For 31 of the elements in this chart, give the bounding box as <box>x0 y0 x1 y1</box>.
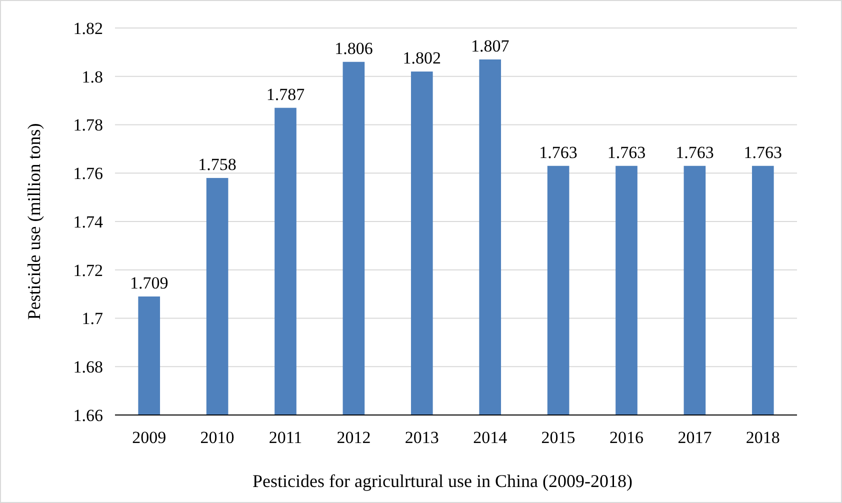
x-axis-title: Pesticides for agriculrtural use in China (2009-2018) <box>252 471 632 491</box>
data-label: 1.763 <box>539 142 578 162</box>
y-tick-label: 1.7 <box>82 309 104 328</box>
x-tick-label: 2013 <box>404 428 439 447</box>
data-label: 1.763 <box>676 142 714 162</box>
y-tick-label: 1.8 <box>82 67 103 86</box>
data-label: 1.763 <box>607 142 646 162</box>
x-tick-label: 2009 <box>132 428 166 447</box>
x-tick-label: 2018 <box>746 428 780 447</box>
y-tick-label: 1.74 <box>73 212 104 232</box>
x-tick-label: 2014 <box>473 428 508 447</box>
data-label: 1.763 <box>744 142 782 162</box>
data-label: 1.806 <box>334 38 373 58</box>
x-tick-label: 2012 <box>336 428 371 447</box>
y-tick-label: 1.68 <box>73 358 103 377</box>
x-tick-label: 2016 <box>610 428 644 447</box>
data-label: 1.709 <box>130 273 168 292</box>
x-tick-label: 2017 <box>678 428 712 447</box>
x-tick-label: 2010 <box>200 428 234 447</box>
y-tick-label: 1.66 <box>73 406 103 425</box>
y-tick-label: 1.82 <box>73 18 103 38</box>
y-tick-label: 1.76 <box>73 164 103 184</box>
data-label: 1.802 <box>402 48 442 68</box>
data-label: 1.787 <box>266 84 306 104</box>
y-tick-label: 1.78 <box>73 116 103 135</box>
x-tick-label: 2015 <box>541 428 576 447</box>
x-tick-label: 2011 <box>268 428 302 447</box>
data-label: 1.807 <box>470 36 510 56</box>
y-axis-title: Pesticide use (million tons) <box>24 123 44 320</box>
y-tick-label: 1.72 <box>73 260 103 280</box>
data-label: 1.758 <box>198 154 236 174</box>
